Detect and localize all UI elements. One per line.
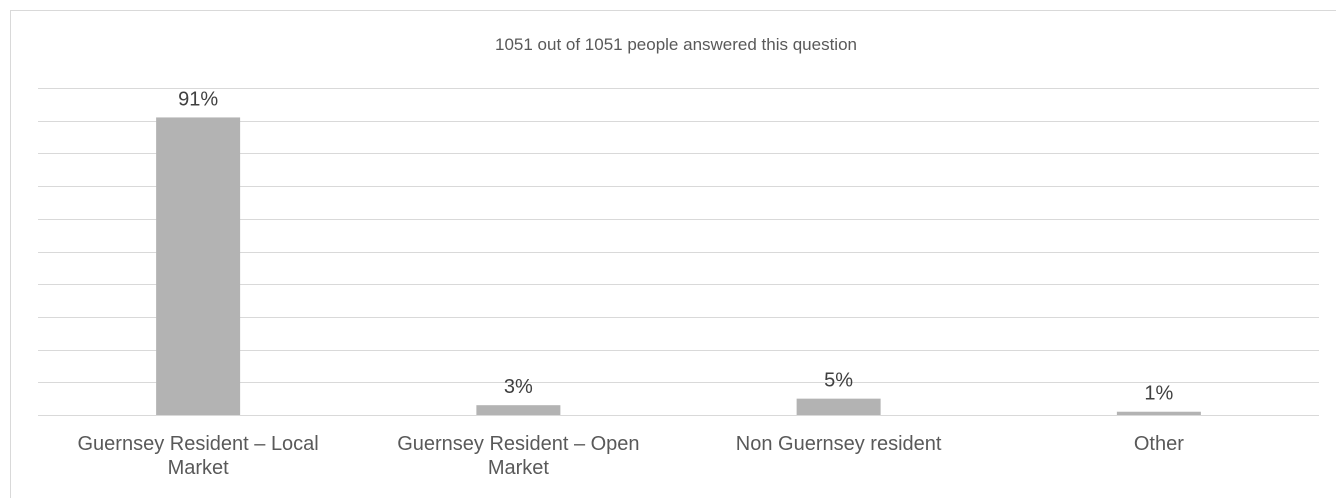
category-label: Guernsey Resident – Local [78, 433, 319, 455]
bar [796, 398, 881, 415]
bars [156, 117, 1201, 416]
category-label: Market [488, 457, 550, 479]
data-label: 5% [824, 370, 853, 392]
category-labels: Guernsey Resident – LocalMarketGuernsey … [78, 433, 1185, 479]
chart-title: 1051 out of 1051 people answered this qu… [495, 35, 857, 54]
bar [156, 117, 241, 416]
data-label: 91% [178, 88, 218, 110]
category-label: Guernsey Resident – Open [397, 433, 639, 455]
category-label: Non Guernsey resident [736, 433, 942, 455]
bar [1116, 411, 1201, 415]
category-label: Other [1134, 433, 1184, 455]
gridlines [38, 88, 1319, 416]
data-labels: 91% 3% 5% 1% [178, 88, 1173, 404]
bar [476, 405, 561, 415]
chart-frame [10, 10, 1336, 498]
data-label: 3% [504, 376, 533, 398]
category-label: Market [168, 457, 230, 479]
data-label: 1% [1144, 383, 1173, 405]
